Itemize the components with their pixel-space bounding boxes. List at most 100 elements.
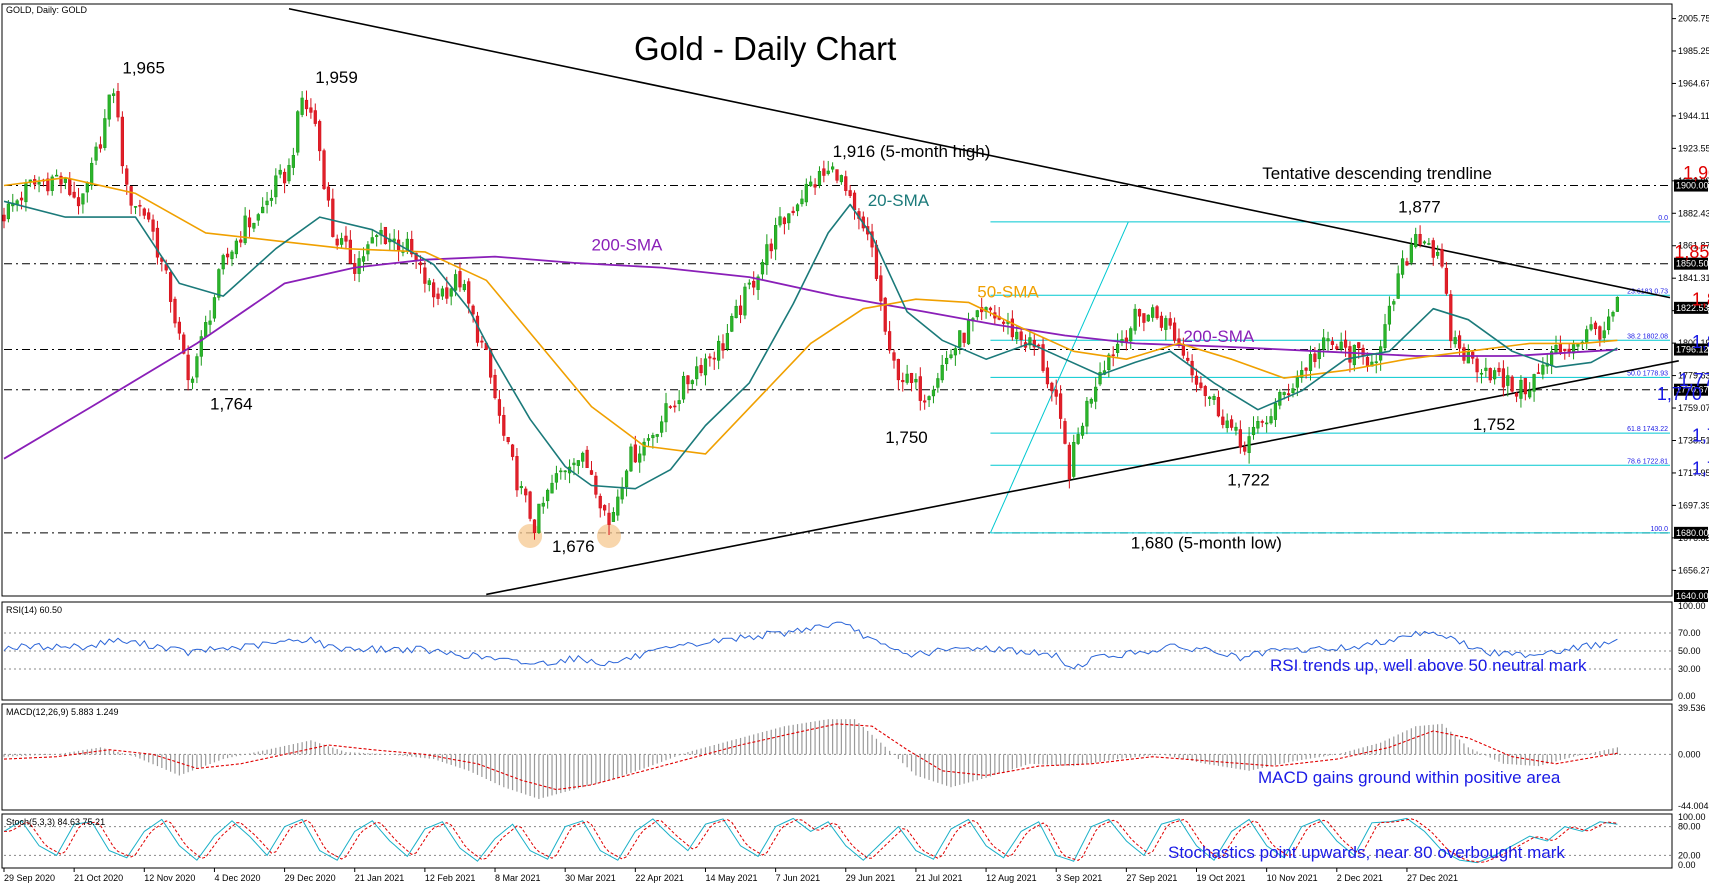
macd-tick-label: -44.004	[1678, 801, 1709, 811]
candle-down	[98, 144, 103, 149]
candle-down	[901, 380, 905, 383]
candle-up	[291, 155, 295, 168]
candle-up	[664, 403, 668, 423]
candle-up	[936, 378, 940, 388]
candle-down	[918, 376, 922, 401]
candle-up	[1400, 258, 1405, 275]
fibo-level-label: 23.6183 0.73	[1627, 288, 1668, 295]
candle-up	[1532, 374, 1536, 392]
price-tick-label: 1759.07	[1678, 403, 1709, 413]
candle-down	[1449, 294, 1453, 342]
candle-up	[1080, 425, 1085, 436]
candle-down	[909, 372, 914, 383]
candle-down	[1501, 368, 1506, 388]
candle-up	[1392, 301, 1396, 305]
candle-up	[1146, 314, 1150, 322]
candle-up	[624, 470, 629, 488]
price-tag-label: 1770.67	[1676, 385, 1709, 395]
candle-up	[620, 486, 624, 500]
candle-down	[1598, 326, 1602, 340]
annotation-label: 20-SMA	[868, 191, 930, 210]
candle-up	[651, 435, 655, 439]
candle-up	[1436, 251, 1440, 256]
candle-up	[1225, 420, 1229, 429]
candle-up	[204, 322, 208, 337]
candle-up	[261, 206, 265, 214]
candle-up	[361, 256, 366, 262]
candle-up	[1208, 396, 1212, 399]
stoch-header: Stoch(5,3,3) 84.63 75.21	[6, 817, 105, 827]
candle-down	[129, 186, 133, 206]
candle-down	[318, 121, 322, 152]
candle-up	[1265, 422, 1269, 425]
candle-down	[1216, 397, 1221, 417]
stoch-d-line	[4, 818, 1618, 863]
candle-up	[1576, 343, 1580, 347]
candle-up	[199, 336, 203, 357]
candle-down	[309, 107, 313, 113]
candle-up	[1129, 328, 1133, 342]
stoch-note: Stochastics point upwards, near 80 overb…	[1168, 843, 1565, 862]
annotation-label: 1,770	[1657, 384, 1702, 404]
candle-up	[449, 288, 453, 297]
date-tick-label: 29 Sep 2020	[4, 873, 55, 883]
candle-up	[831, 166, 835, 170]
candle-up	[778, 216, 782, 226]
annotation-label: 1,752	[1473, 415, 1516, 434]
candle-up	[453, 274, 458, 291]
candle-down	[182, 334, 186, 354]
candle-down	[1563, 348, 1567, 351]
candle-down	[348, 239, 352, 264]
stoch-tick-label: 100.00	[1678, 812, 1706, 822]
annotation-label: 1,877	[1398, 197, 1441, 216]
candle-up	[1453, 337, 1457, 345]
candle-up	[1212, 396, 1216, 400]
candle-down	[686, 375, 690, 385]
candle-up	[734, 305, 738, 319]
candle-down	[423, 267, 427, 284]
candle-down	[752, 280, 756, 288]
candle-up	[1339, 341, 1343, 350]
candle-down	[418, 262, 423, 266]
annotation-label: 200-SMA	[1183, 327, 1255, 346]
candle-down	[2, 214, 6, 222]
candle-down	[1063, 421, 1067, 444]
rsi-tick-label: 50.00	[1678, 646, 1701, 656]
candle-down	[1260, 421, 1264, 423]
candle-up	[221, 255, 225, 270]
candle-up	[826, 170, 830, 174]
candle-up	[1541, 364, 1545, 375]
candle-up	[765, 244, 769, 266]
candle-down	[1488, 368, 1492, 381]
candle-down	[1523, 378, 1527, 395]
highlight-circle	[518, 524, 543, 549]
candle-down	[68, 178, 72, 195]
annotation-label: 1,900	[1683, 163, 1709, 183]
candle-down	[326, 186, 331, 201]
candle-down	[673, 405, 677, 408]
stoch-tick-label: 20.00	[1678, 850, 1701, 860]
price-tag-box	[1674, 383, 1708, 396]
candle-up	[1528, 390, 1532, 398]
rsi-tick-label: 70.00	[1678, 628, 1701, 638]
candle-up	[914, 378, 918, 383]
rsi-tick-label: 30.00	[1678, 664, 1701, 674]
candle-up	[804, 183, 808, 203]
chart-header: GOLD, Daily: GOLD	[6, 5, 88, 15]
candle-up	[217, 269, 221, 298]
candle-down	[383, 226, 388, 245]
candle-down	[589, 470, 594, 475]
annotation-label: 1,778 (50% Fibo)	[1679, 370, 1709, 390]
candle-down	[410, 238, 414, 255]
candle-down	[173, 298, 177, 324]
price-tag-label: 1680.00	[1676, 528, 1709, 538]
candle-up	[703, 358, 708, 376]
date-tick-label: 8 Mar 2021	[495, 873, 541, 883]
main-pane-frame	[1, 3, 1673, 597]
candle-down	[524, 488, 528, 496]
candle-down	[1168, 318, 1172, 326]
candle-up	[1151, 307, 1155, 318]
date-tick-label: 10 Nov 2021	[1267, 873, 1318, 883]
candle-down	[46, 178, 50, 192]
candle-down	[708, 356, 712, 359]
